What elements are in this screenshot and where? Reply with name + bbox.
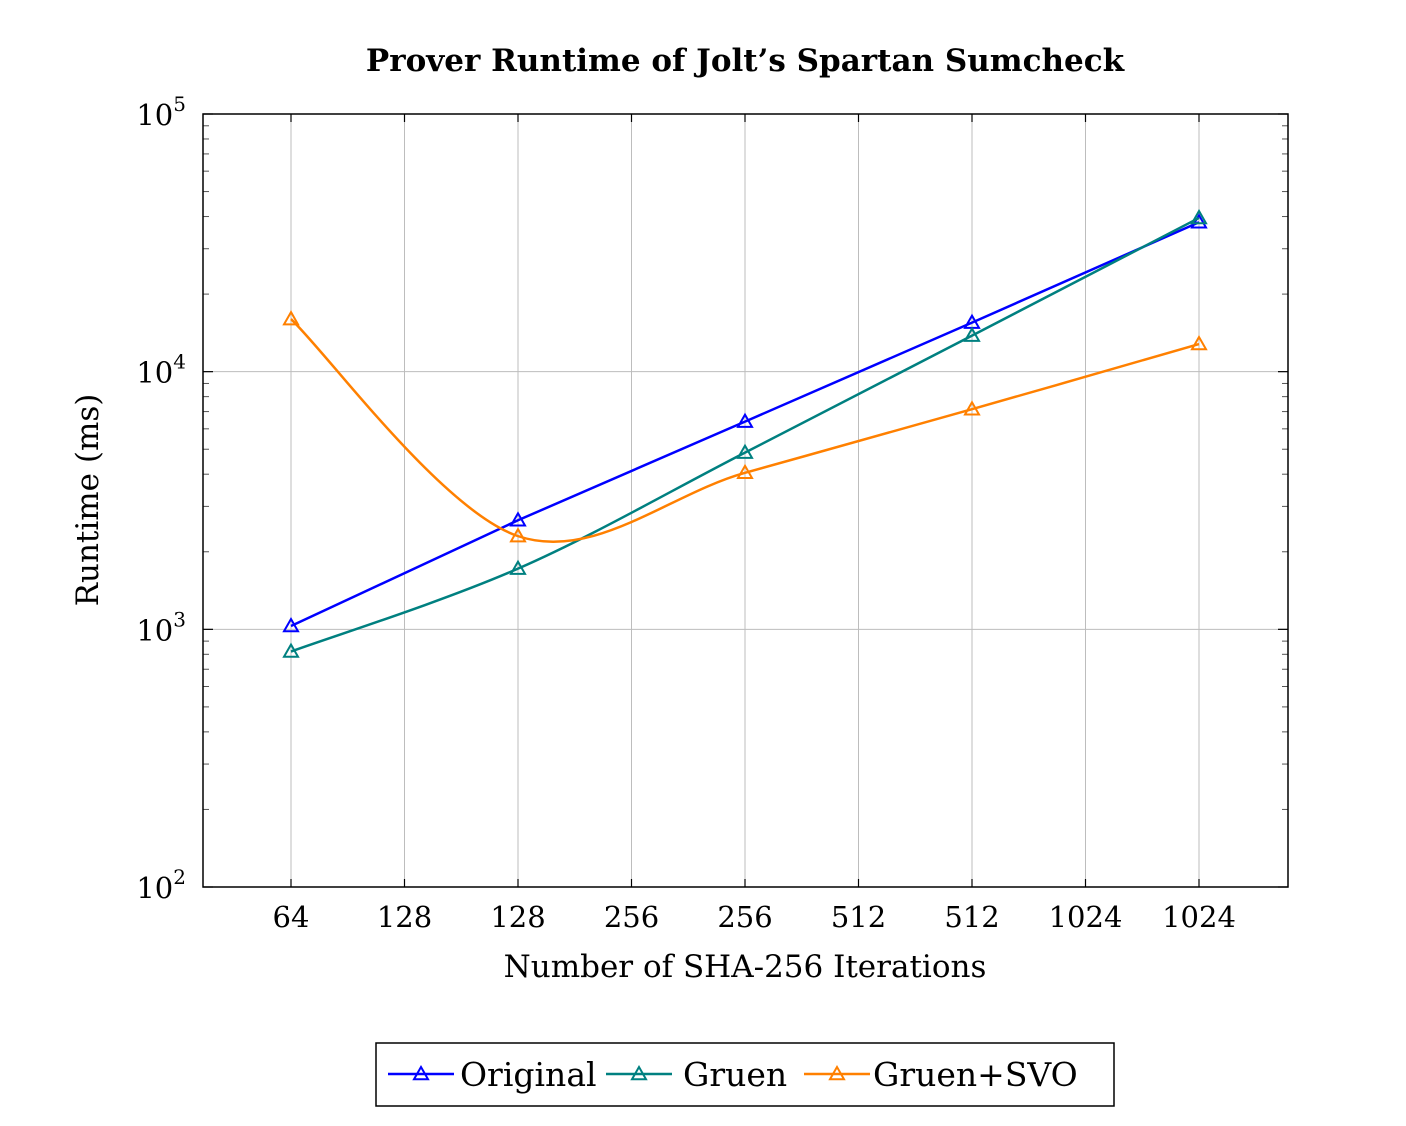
legend: Original Gruen Gruen+SVO (375, 1042, 1115, 1107)
y-tick-label: 103 (136, 607, 186, 647)
data-point-original (282, 617, 300, 633)
legend-label-gruen-svo: Gruen+SVO (873, 1055, 1078, 1094)
data-point-gruen-svo (736, 463, 754, 480)
data-point-gruen-svo (282, 310, 300, 326)
y-tick-label: 102 (136, 865, 186, 905)
series-line-gruen-svo (290, 318, 1200, 543)
legend-label-gruen: Gruen (683, 1055, 787, 1094)
data-point-gruen (1190, 208, 1208, 225)
grid (203, 114, 1288, 887)
x-tick-label: 128 (377, 900, 432, 934)
legend-marker-gruen (630, 1064, 648, 1081)
x-tick-label: 512 (831, 900, 886, 934)
y-tick-label: 105 (136, 92, 186, 132)
data-point-gruen (509, 559, 527, 575)
plot-frame (202, 113, 1289, 888)
data-point-gruen-svo (509, 527, 527, 543)
x-tick-label: 1024 (1049, 900, 1123, 934)
series-line-original (290, 221, 1200, 628)
data-point-gruen (736, 443, 754, 459)
series-gruen-svo (282, 310, 1208, 543)
x-tick-label: 64 (273, 900, 310, 934)
data-point-original (1190, 213, 1208, 229)
data-point-gruen (282, 642, 300, 658)
legend-marker-original (412, 1064, 430, 1081)
x-tick-label: 128 (490, 900, 545, 934)
legend-label-original: Original (460, 1055, 597, 1094)
x-axis-label: Number of SHA-256 Iterations (504, 949, 987, 985)
data-point-original (736, 412, 754, 428)
data-point-gruen-svo (1190, 335, 1208, 351)
chart-title: Prover Runtime of Jolt’s Spartan Sumchec… (366, 43, 1126, 79)
series-line-gruen (290, 216, 1200, 653)
data-point-original (509, 511, 527, 527)
x-tick-label: 256 (604, 900, 659, 934)
series-original (282, 213, 1208, 633)
series-gruen (282, 208, 1208, 658)
y-tick-label: 104 (136, 350, 186, 390)
x-tick-label: 512 (944, 900, 999, 934)
legend-box (375, 1042, 1115, 1107)
x-tick-labels: 64 128 128 256 256 512 512 1024 1024 (273, 900, 1236, 934)
x-tick-label: 1024 (1162, 900, 1236, 934)
data-point-gruen (963, 326, 981, 342)
legend-marker-gruen-svo (828, 1064, 846, 1081)
series-layer (282, 208, 1208, 658)
y-tick-labels: 102 103 104 105 (136, 92, 186, 905)
y-axis-label: Runtime (ms) (70, 394, 106, 607)
data-point-gruen-svo (963, 400, 981, 416)
x-tick-label: 256 (717, 900, 772, 934)
